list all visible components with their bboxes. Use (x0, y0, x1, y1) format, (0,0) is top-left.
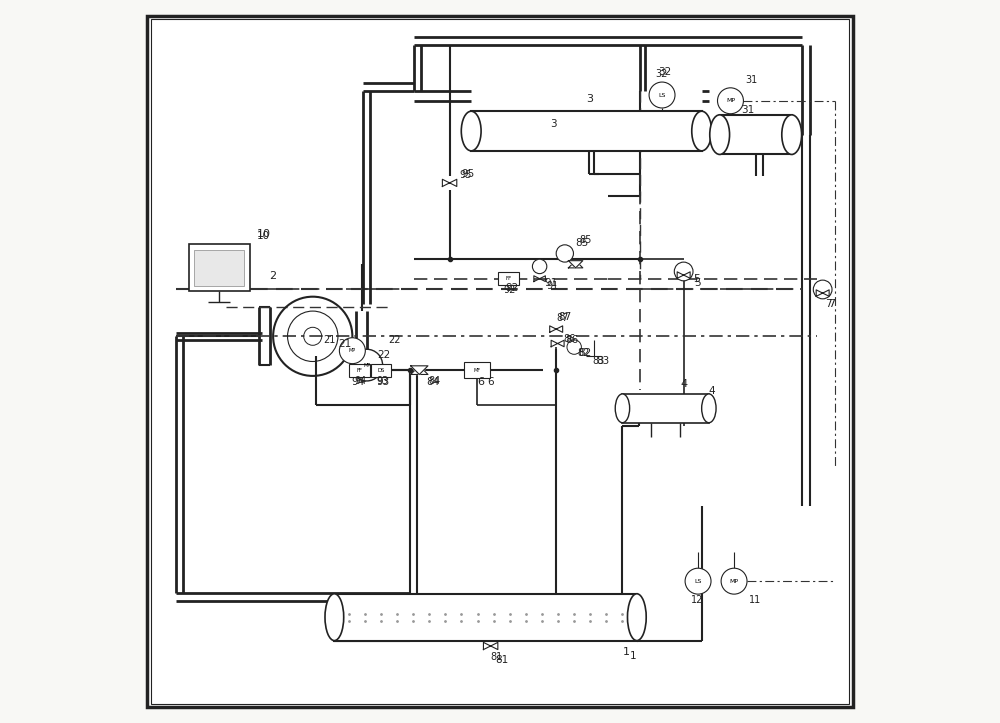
Circle shape (718, 87, 743, 114)
Text: 83: 83 (592, 356, 604, 366)
Text: 1: 1 (630, 651, 636, 661)
Polygon shape (411, 366, 428, 375)
Polygon shape (568, 261, 583, 268)
Text: 5: 5 (693, 274, 700, 284)
Ellipse shape (710, 115, 730, 155)
Text: DS: DS (377, 367, 385, 372)
Text: 32: 32 (655, 69, 667, 79)
Text: 94: 94 (355, 376, 367, 386)
Ellipse shape (702, 394, 716, 423)
Text: 4: 4 (709, 386, 715, 396)
Text: 91: 91 (547, 281, 559, 291)
Text: LS: LS (658, 93, 666, 98)
Text: 4: 4 (680, 379, 687, 389)
Text: 95: 95 (459, 170, 471, 180)
Text: 10: 10 (257, 231, 270, 241)
Text: 92: 92 (504, 285, 516, 295)
Circle shape (674, 262, 693, 281)
Text: 87: 87 (556, 313, 569, 323)
Text: 10: 10 (257, 229, 271, 239)
FancyBboxPatch shape (720, 115, 792, 155)
FancyBboxPatch shape (349, 364, 370, 377)
Polygon shape (568, 261, 583, 268)
Text: 94: 94 (352, 377, 365, 387)
Text: 82: 82 (578, 348, 591, 358)
Text: 82: 82 (577, 348, 589, 358)
Text: 7: 7 (828, 299, 835, 309)
Ellipse shape (782, 115, 802, 155)
Text: 21: 21 (324, 335, 336, 346)
Text: 3: 3 (550, 119, 557, 129)
FancyBboxPatch shape (464, 362, 490, 378)
Text: LS: LS (694, 578, 702, 583)
Circle shape (813, 280, 832, 299)
Text: FF: FF (506, 276, 512, 281)
Text: 21: 21 (338, 339, 351, 349)
Circle shape (556, 245, 573, 262)
Text: MP: MP (726, 98, 735, 103)
FancyBboxPatch shape (189, 244, 250, 291)
Text: 22: 22 (378, 350, 391, 360)
Text: FF: FF (357, 367, 363, 372)
Text: 31: 31 (741, 105, 755, 115)
Text: MF: MF (473, 367, 480, 372)
Polygon shape (411, 366, 428, 375)
FancyBboxPatch shape (471, 111, 702, 151)
Text: 6: 6 (487, 377, 494, 388)
Ellipse shape (615, 394, 630, 423)
FancyBboxPatch shape (334, 594, 637, 641)
Ellipse shape (692, 111, 712, 151)
Text: 3: 3 (586, 94, 593, 104)
FancyBboxPatch shape (147, 16, 853, 707)
Text: 32: 32 (658, 67, 672, 77)
Text: 81: 81 (496, 654, 509, 664)
Text: 1: 1 (622, 647, 629, 657)
Text: 93: 93 (376, 376, 388, 386)
Text: MP: MP (730, 578, 739, 583)
Text: 81: 81 (491, 652, 503, 662)
FancyBboxPatch shape (622, 394, 709, 423)
Circle shape (685, 568, 711, 594)
Circle shape (567, 340, 581, 354)
Text: 91: 91 (545, 278, 558, 288)
Text: 87: 87 (558, 312, 572, 322)
Text: 84: 84 (428, 376, 440, 386)
Text: 7: 7 (825, 299, 831, 309)
Circle shape (351, 349, 383, 381)
Circle shape (339, 338, 365, 364)
Ellipse shape (461, 111, 481, 151)
Text: 93: 93 (377, 377, 390, 387)
Text: 84: 84 (427, 377, 440, 387)
Text: 85: 85 (575, 239, 588, 248)
Circle shape (649, 82, 675, 108)
Circle shape (721, 568, 747, 594)
Circle shape (532, 260, 547, 273)
FancyBboxPatch shape (371, 364, 391, 377)
Text: 86: 86 (566, 335, 579, 345)
Text: 12: 12 (691, 595, 703, 604)
Text: 31: 31 (745, 74, 757, 85)
FancyBboxPatch shape (194, 250, 244, 286)
Text: 22: 22 (388, 335, 401, 346)
Text: 92: 92 (505, 283, 518, 293)
Text: 2: 2 (270, 270, 277, 281)
Text: MP: MP (349, 348, 356, 354)
Text: MP: MP (363, 363, 370, 367)
Text: 5: 5 (694, 278, 701, 288)
Text: 11: 11 (748, 595, 761, 604)
Text: 95: 95 (462, 169, 475, 179)
FancyBboxPatch shape (498, 272, 519, 285)
Ellipse shape (627, 594, 646, 641)
Text: 86: 86 (563, 334, 576, 344)
Text: 6: 6 (477, 377, 484, 388)
Text: 83: 83 (597, 356, 610, 366)
Ellipse shape (325, 594, 344, 641)
Text: 85: 85 (579, 235, 592, 244)
